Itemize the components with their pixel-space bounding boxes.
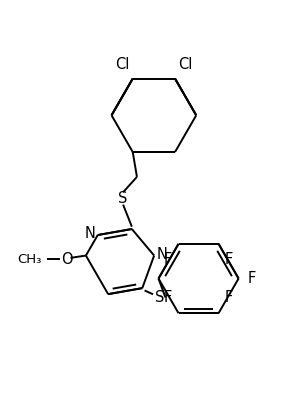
Text: F: F xyxy=(225,291,233,305)
Text: F: F xyxy=(164,291,172,305)
Text: F: F xyxy=(164,251,172,267)
Text: F: F xyxy=(225,251,233,267)
Text: CH₃: CH₃ xyxy=(17,253,41,266)
Text: O: O xyxy=(61,252,73,267)
Text: Cl: Cl xyxy=(178,57,192,72)
Text: S: S xyxy=(155,290,164,305)
Text: S: S xyxy=(118,191,128,206)
Text: N: N xyxy=(156,247,167,261)
Text: Cl: Cl xyxy=(115,57,130,72)
Text: N: N xyxy=(85,226,95,241)
Text: F: F xyxy=(248,271,256,286)
